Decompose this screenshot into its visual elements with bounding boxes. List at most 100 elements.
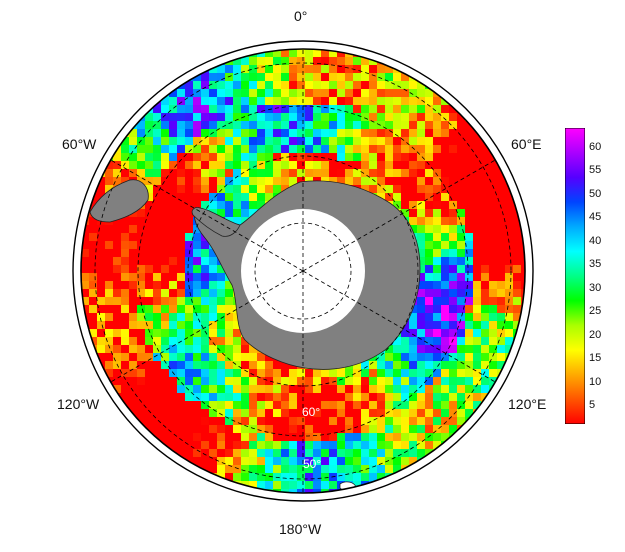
data-cell	[145, 209, 153, 217]
data-cell	[177, 233, 185, 241]
data-cell	[497, 169, 505, 177]
data-cell	[297, 449, 305, 457]
data-cell	[377, 369, 385, 377]
data-cell	[273, 441, 281, 449]
data-cell	[209, 113, 217, 121]
data-cell	[233, 465, 241, 473]
data-cell	[257, 73, 265, 81]
data-cell	[233, 473, 241, 481]
data-cell	[185, 265, 193, 273]
data-cell	[385, 185, 393, 193]
data-cell	[169, 105, 177, 113]
data-cell	[441, 353, 449, 361]
data-cell	[473, 345, 481, 353]
data-cell	[409, 105, 417, 113]
data-cell	[121, 297, 129, 305]
data-cell	[273, 393, 281, 401]
data-cell	[249, 393, 257, 401]
data-cell	[169, 113, 177, 121]
data-cell	[241, 57, 249, 65]
data-cell	[433, 337, 441, 345]
data-cell	[193, 89, 201, 97]
data-cell	[361, 81, 369, 89]
data-cell	[153, 305, 161, 313]
data-cell	[305, 129, 313, 137]
data-cell	[457, 417, 465, 425]
data-cell	[385, 97, 393, 105]
data-cell	[425, 209, 433, 217]
data-cell	[497, 193, 505, 201]
data-cell	[113, 177, 121, 185]
data-cell	[289, 57, 297, 65]
data-cell	[249, 441, 257, 449]
data-cell	[201, 297, 209, 305]
data-cell	[241, 209, 249, 217]
data-cell	[233, 57, 241, 65]
data-cell	[137, 313, 145, 321]
data-cell	[465, 305, 473, 313]
data-cell	[257, 385, 265, 393]
data-cell	[185, 105, 193, 113]
lat-label-60: 60°	[302, 405, 320, 419]
data-cell	[209, 449, 217, 457]
data-cell	[145, 273, 153, 281]
data-cell	[457, 217, 465, 225]
data-cell	[177, 329, 185, 337]
data-cell	[217, 65, 225, 73]
data-cell	[177, 409, 185, 417]
data-cell	[153, 361, 161, 369]
data-cell	[345, 385, 353, 393]
data-cell	[377, 425, 385, 433]
data-cell	[217, 153, 225, 161]
data-cell	[273, 361, 281, 369]
data-cell	[433, 313, 441, 321]
data-cell	[449, 225, 457, 233]
data-cell	[241, 393, 249, 401]
data-cell	[321, 105, 329, 113]
data-cell	[385, 81, 393, 89]
data-cell	[145, 401, 153, 409]
data-cell	[417, 177, 425, 185]
data-cell	[345, 65, 353, 73]
data-cell	[289, 489, 297, 493]
data-cell	[433, 441, 441, 449]
data-cell	[161, 97, 169, 105]
data-cell	[137, 353, 145, 361]
data-cell	[409, 313, 417, 321]
data-cell	[297, 393, 305, 401]
data-cell	[233, 113, 241, 121]
data-cell	[433, 289, 441, 297]
data-cell	[89, 225, 97, 233]
data-cell	[97, 177, 105, 185]
data-cell	[417, 241, 425, 249]
data-cell	[121, 161, 129, 169]
data-cell	[497, 265, 505, 273]
data-cell	[129, 273, 137, 281]
data-cell	[137, 257, 145, 265]
data-cell	[337, 449, 345, 457]
data-cell	[441, 129, 449, 137]
data-cell	[457, 177, 465, 185]
data-cell	[401, 145, 409, 153]
data-cell	[161, 177, 169, 185]
data-cell	[113, 337, 121, 345]
data-cell	[497, 321, 505, 329]
data-cell	[193, 225, 201, 233]
data-cell	[353, 417, 361, 425]
data-cell	[113, 265, 121, 273]
data-cell	[409, 153, 417, 161]
data-cell	[209, 97, 217, 105]
data-cell	[297, 385, 305, 393]
data-cell	[321, 65, 329, 73]
data-cell	[249, 209, 257, 217]
data-cell	[305, 49, 313, 57]
data-cell	[185, 329, 193, 337]
data-cell	[441, 257, 449, 265]
data-cell	[201, 385, 209, 393]
data-cell	[441, 433, 449, 441]
data-cell	[193, 129, 201, 137]
data-cell	[201, 113, 209, 121]
data-cell	[209, 441, 217, 449]
data-cell	[177, 105, 185, 113]
data-cell	[377, 65, 385, 73]
